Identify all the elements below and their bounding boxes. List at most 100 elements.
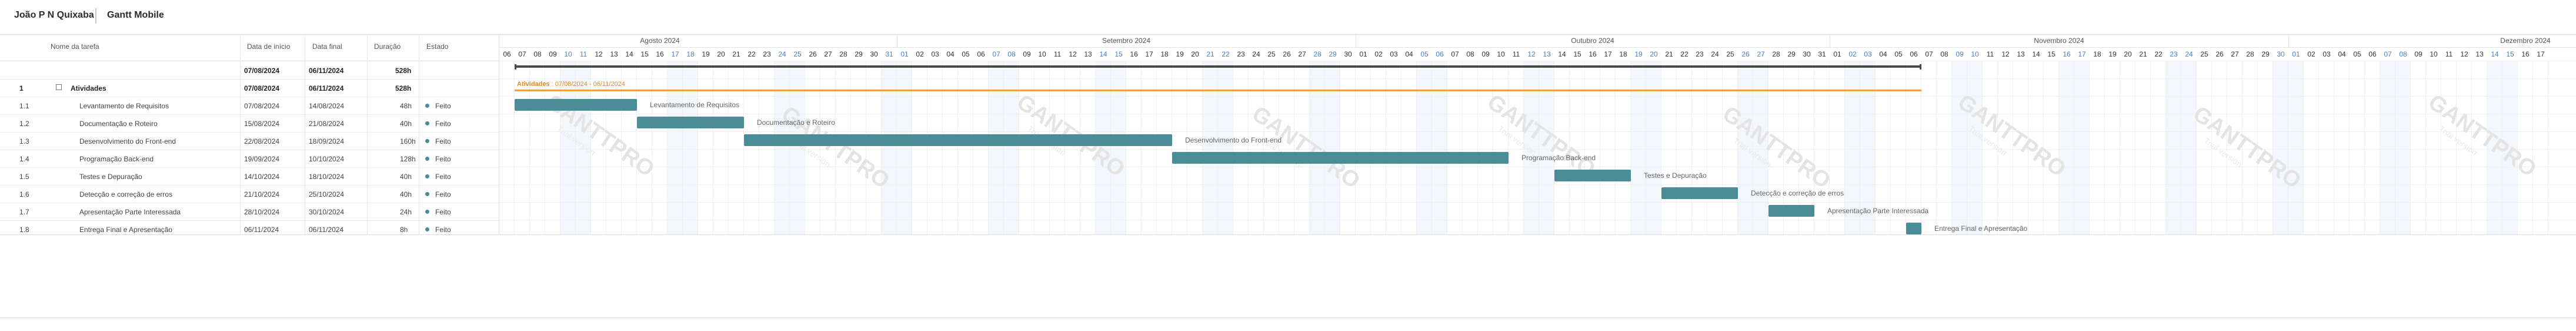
task-status[interactable]: Feito bbox=[435, 190, 451, 198]
task-duration[interactable]: 160h bbox=[400, 137, 416, 145]
task-duration[interactable]: 8h bbox=[400, 226, 408, 234]
task-status[interactable]: Feito bbox=[435, 137, 451, 145]
day-column bbox=[1738, 61, 1753, 234]
day-label: 29 bbox=[1787, 50, 1796, 58]
task-name[interactable]: Detecção e correção de erros bbox=[79, 190, 173, 198]
task-row[interactable]: 1.4 Programação Back-end 19/09/2024 10/10/2… bbox=[0, 150, 499, 168]
task-start[interactable]: 07/08/2024 bbox=[244, 102, 280, 110]
day-column bbox=[1616, 61, 1631, 234]
task-duration[interactable]: 40h bbox=[400, 120, 412, 128]
task-status[interactable]: Feito bbox=[435, 226, 451, 234]
task-name[interactable]: Documentação e Roteiro bbox=[79, 120, 158, 128]
day-column bbox=[1891, 61, 1906, 234]
task-name[interactable]: Apresentação Parte Interessada bbox=[79, 208, 181, 216]
task-end[interactable]: 10/10/2024 bbox=[309, 155, 345, 163]
task-row[interactable]: 1.7 Apresentação Parte Interessada 28/10/2… bbox=[0, 203, 499, 221]
summary-bar[interactable] bbox=[515, 65, 1921, 68]
task-bar[interactable] bbox=[1661, 187, 1738, 199]
task-bar[interactable] bbox=[1769, 205, 1814, 217]
task-bar-label: Entrega Final e Apresentação bbox=[1934, 224, 2028, 233]
task-name[interactable]: Programação Back-end bbox=[79, 155, 154, 163]
summary-bar-label-name: Atividades bbox=[517, 81, 550, 88]
col-header-end[interactable]: Data final bbox=[312, 42, 342, 51]
task-row[interactable]: 1.1 Levantamento de Requisitos 07/08/2024 1… bbox=[0, 97, 499, 115]
col-divider[interactable] bbox=[367, 34, 368, 234]
task-status[interactable]: Feito bbox=[435, 155, 451, 163]
task-start[interactable]: 15/08/2024 bbox=[244, 120, 280, 128]
task-row[interactable]: 1.3 Desenvolvimento do Front-end 22/08/202… bbox=[0, 132, 499, 150]
task-bar[interactable] bbox=[637, 117, 744, 128]
task-start[interactable]: 19/09/2024 bbox=[244, 155, 280, 163]
day-column bbox=[2288, 61, 2304, 234]
task-status[interactable]: Feito bbox=[435, 102, 451, 110]
day-column bbox=[927, 61, 943, 234]
day-label: 02 bbox=[2307, 50, 2315, 58]
task-status[interactable]: Feito bbox=[435, 173, 451, 181]
day-label: 09 bbox=[1481, 50, 1490, 58]
user-name[interactable]: João P N Quixaba bbox=[14, 10, 94, 20]
task-start[interactable]: 14/10/2024 bbox=[244, 173, 280, 181]
task-end[interactable]: 21/08/2024 bbox=[309, 120, 345, 128]
day-label: 29 bbox=[2261, 50, 2270, 58]
task-name[interactable]: Testes e Depuração bbox=[79, 173, 142, 181]
task-duration[interactable]: 24h bbox=[400, 208, 412, 216]
task-row[interactable]: 1.6 Detecção e correção de erros 21/10/202… bbox=[0, 185, 499, 203]
task-start[interactable]: 28/10/2024 bbox=[244, 208, 280, 216]
day-label: 26 bbox=[1741, 50, 1750, 58]
task-duration[interactable]: 128h bbox=[400, 155, 416, 163]
day-label: 27 bbox=[2231, 50, 2239, 58]
col-header-start[interactable]: Data de início bbox=[247, 42, 291, 51]
collapse-toggle-icon[interactable] bbox=[56, 84, 62, 90]
col-header-duration[interactable]: Duração bbox=[374, 42, 401, 51]
day-column bbox=[2441, 61, 2457, 234]
summary-end: 06/11/2024 bbox=[309, 84, 344, 92]
summary-bar-cap bbox=[1920, 64, 1921, 69]
task-row[interactable]: 1.2 Documentação e Roteiro 15/08/2024 21/08… bbox=[0, 114, 499, 133]
col-header-status[interactable]: Estado bbox=[426, 42, 449, 51]
day-column bbox=[1998, 61, 2013, 234]
task-bar[interactable] bbox=[1172, 152, 1509, 164]
task-row[interactable]: 1.5 Testes e Depuração 14/10/2024 18/10/202… bbox=[0, 167, 499, 186]
task-end[interactable]: 06/11/2024 bbox=[309, 226, 344, 234]
col-divider[interactable] bbox=[240, 34, 241, 234]
day-column bbox=[637, 61, 652, 234]
task-bar[interactable] bbox=[515, 99, 637, 111]
task-start[interactable]: 22/08/2024 bbox=[244, 137, 280, 145]
task-status[interactable]: Feito bbox=[435, 208, 451, 216]
summary-row[interactable]: 1 Atividades 07/08/2024 06/11/2024 528h bbox=[0, 79, 499, 97]
task-bar[interactable] bbox=[1906, 223, 1921, 234]
task-end[interactable]: 25/10/2024 bbox=[309, 190, 345, 198]
totals-row[interactable]: 07/08/2024 06/11/2024 528h bbox=[0, 61, 499, 80]
task-duration[interactable]: 48h bbox=[400, 102, 412, 110]
task-duration[interactable]: 40h bbox=[400, 190, 412, 198]
day-column bbox=[2044, 61, 2059, 234]
task-start[interactable]: 21/10/2024 bbox=[244, 190, 280, 198]
timeline-months: Agosto 2024 Setembro 2024 Outubro 2024 Nove… bbox=[499, 34, 2576, 48]
task-start[interactable]: 06/11/2024 bbox=[244, 226, 279, 234]
day-label: 17 bbox=[671, 50, 679, 58]
task-duration[interactable]: 40h bbox=[400, 173, 412, 181]
task-end[interactable]: 18/10/2024 bbox=[309, 173, 345, 181]
day-column bbox=[683, 61, 698, 234]
task-name[interactable]: Desenvolvimento do Front-end bbox=[79, 137, 176, 145]
day-column bbox=[1172, 61, 1187, 234]
task-end[interactable]: 18/09/2024 bbox=[309, 137, 345, 145]
header-divider bbox=[0, 34, 2576, 35]
summary-progress-line[interactable] bbox=[515, 90, 1921, 91]
task-end[interactable]: 30/10/2024 bbox=[309, 208, 345, 216]
day-column bbox=[1035, 61, 1050, 234]
task-bar[interactable] bbox=[744, 134, 1172, 146]
col-header-name[interactable]: Nome da tarefa bbox=[51, 42, 99, 51]
day-column bbox=[1814, 61, 1830, 234]
task-name[interactable]: Entrega Final e Apresentação bbox=[79, 226, 173, 234]
day-label: 19 bbox=[1634, 50, 1643, 58]
task-status[interactable]: Feito bbox=[435, 120, 451, 128]
project-name[interactable]: Gantt Mobile bbox=[107, 10, 164, 20]
task-name[interactable]: Levantamento de Requisitos bbox=[79, 102, 169, 110]
task-bar[interactable] bbox=[1554, 170, 1631, 181]
day-label: 12 bbox=[2460, 50, 2468, 58]
day-column bbox=[2395, 61, 2411, 234]
day-label: 03 bbox=[2323, 50, 2331, 58]
chart-row-line bbox=[499, 149, 2576, 150]
task-end[interactable]: 14/08/2024 bbox=[309, 102, 345, 110]
